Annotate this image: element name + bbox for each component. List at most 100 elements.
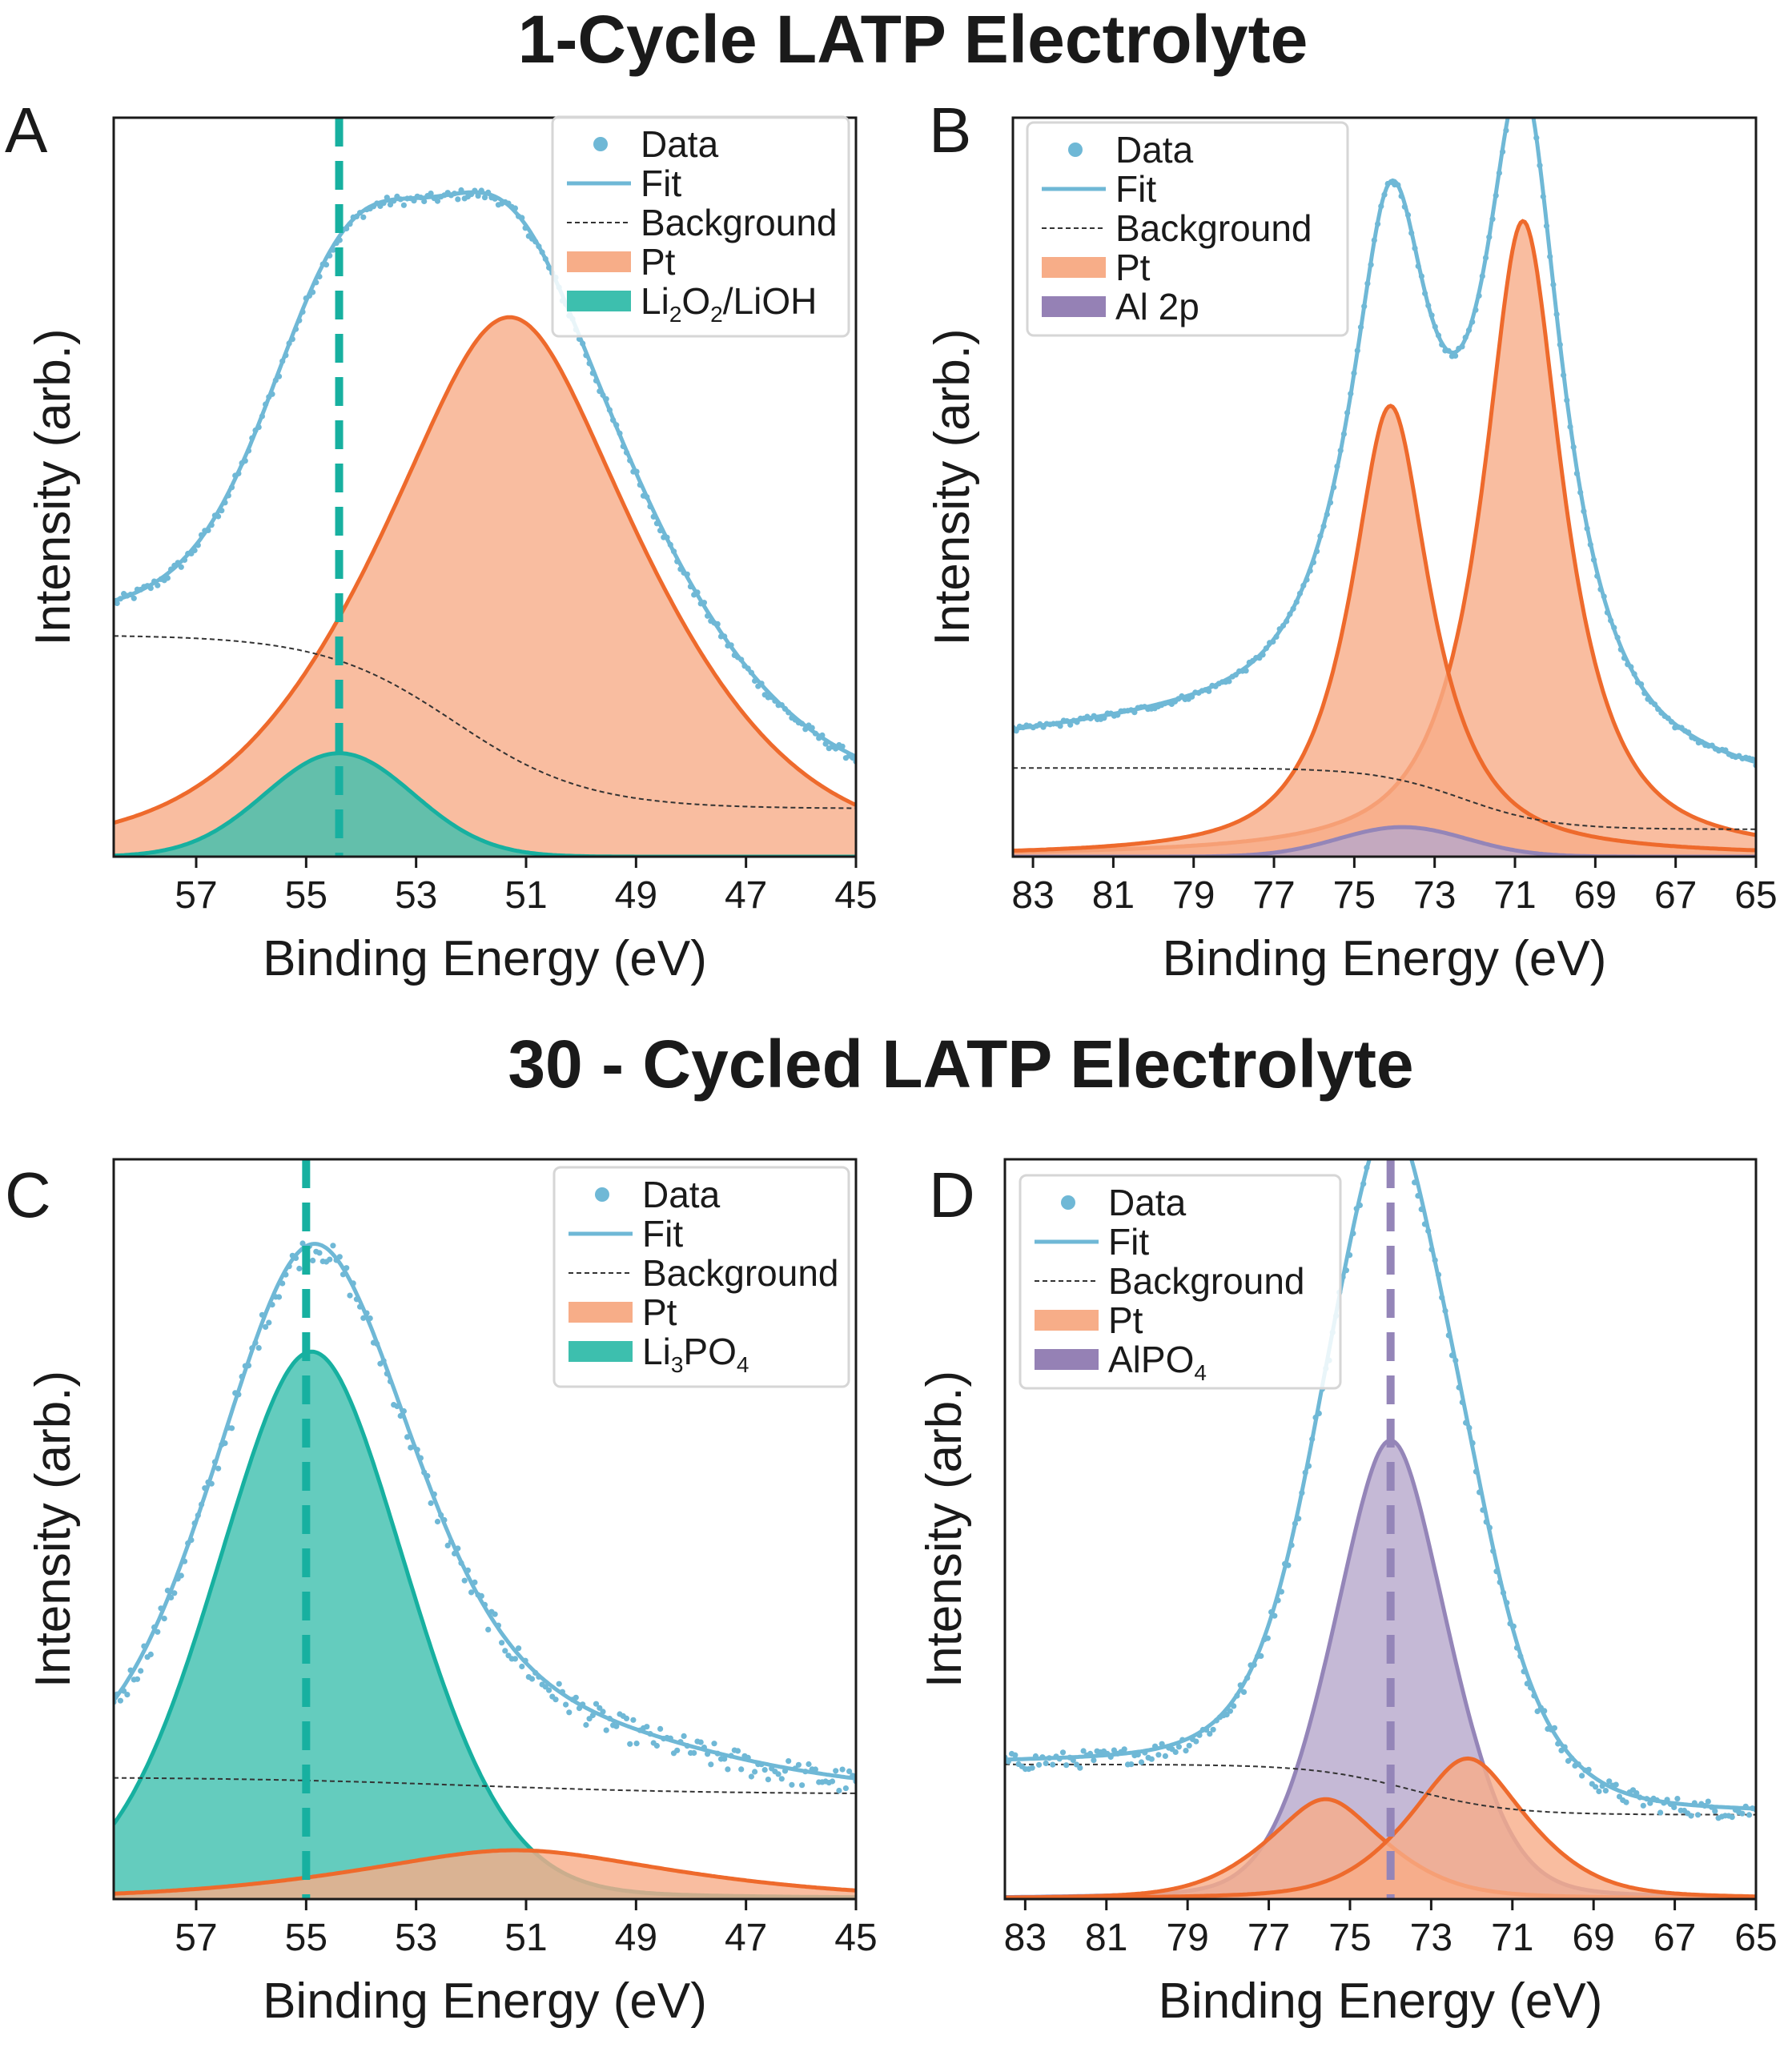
legend-box — [552, 1166, 850, 1388]
x-tick-label: 51 — [504, 874, 547, 917]
data-point — [327, 1256, 333, 1263]
legend-data-marker — [595, 1187, 609, 1202]
data-point — [1596, 1788, 1602, 1795]
legend-box — [1019, 1174, 1342, 1390]
background-curve — [114, 635, 856, 809]
data-point — [330, 1243, 336, 1249]
legend-label: Pt — [642, 1291, 677, 1333]
data-point — [296, 1265, 303, 1272]
data-point — [1401, 1138, 1407, 1143]
panel-C: C 57 55 53 51 49 47 45 Binding Energy (eV) Intens… — [5, 1158, 878, 2029]
data-point — [681, 1733, 687, 1739]
data-point — [310, 1257, 316, 1263]
axes-frame — [1011, 116, 1758, 858]
peak-line-pt — [114, 1848, 856, 1896]
data-point — [603, 1727, 609, 1733]
data-point — [711, 1741, 717, 1747]
x-tick-label: 65 — [1734, 1917, 1777, 1959]
data-point — [1148, 1756, 1155, 1762]
x-tick-label: 67 — [1654, 874, 1697, 917]
data-point — [708, 1761, 714, 1768]
legend-label: Data — [1108, 1182, 1187, 1223]
legend-teal-swatch — [569, 1341, 633, 1362]
data-point — [178, 1572, 184, 1579]
x-tick-label: 79 — [1172, 874, 1215, 917]
data-point — [428, 1500, 434, 1507]
data-point — [444, 1542, 451, 1548]
data-point — [748, 1773, 755, 1780]
data-point — [1688, 1813, 1694, 1819]
bottom-title: 30 - Cycled LATP Electrolyte — [508, 1026, 1413, 1102]
data-point — [360, 214, 367, 220]
data-point — [842, 1785, 849, 1792]
data-point — [512, 1656, 519, 1662]
data-point — [691, 1749, 697, 1757]
x-tick-label: 83 — [1011, 874, 1054, 917]
legend-box — [551, 115, 850, 338]
x-tick-label: 83 — [1004, 1917, 1047, 1959]
data-point — [266, 1319, 272, 1326]
x-tick-label: 57 — [175, 874, 217, 917]
data-point — [623, 1715, 630, 1721]
data-point — [593, 1701, 600, 1707]
data-point — [1128, 1761, 1135, 1768]
legend-label: Li3PO4 — [642, 1331, 749, 1377]
x-tick-label: 71 — [1491, 1917, 1533, 1959]
background-curve — [1005, 1763, 1756, 1816]
data-point — [1377, 1122, 1383, 1127]
data-point — [481, 195, 488, 201]
data-point — [1138, 1759, 1145, 1765]
fit-curve — [114, 190, 856, 759]
data-point — [806, 1761, 812, 1768]
legend-label: Fit — [1115, 168, 1156, 210]
legend-teal-swatch — [567, 291, 631, 311]
legend-label: Background — [1108, 1260, 1305, 1302]
data-point — [627, 1741, 633, 1747]
peak-line-pt-4f7-2 — [1005, 1756, 1756, 1899]
legend-label: Data — [642, 1174, 721, 1215]
data-point — [563, 1701, 569, 1708]
data-point — [839, 1766, 846, 1773]
x-tick-label: 73 — [1410, 1917, 1452, 1959]
legend-label: Fit — [641, 163, 681, 204]
peak-line-li2o2-lioh — [114, 751, 856, 857]
data-point — [1513, 79, 1519, 85]
fit-curve — [114, 1242, 856, 1781]
legend-label: Pt — [1108, 1299, 1143, 1341]
data-point — [485, 1626, 492, 1632]
data-point — [633, 1741, 640, 1747]
data-point — [1012, 1752, 1019, 1758]
data-point — [1712, 1808, 1718, 1814]
axes-frame — [1003, 1158, 1758, 1901]
x-tick-label: 77 — [1252, 874, 1295, 917]
legend-label: Fit — [642, 1213, 683, 1255]
x-axis-label: Binding Energy (eV) — [1159, 1974, 1603, 2029]
data-point — [1534, 1708, 1541, 1715]
x-tick-label: 69 — [1574, 874, 1617, 917]
data-point — [789, 1781, 795, 1788]
data-point — [1384, 1128, 1390, 1134]
peak-line-pt — [114, 315, 856, 825]
data-point — [421, 198, 428, 205]
data-point — [347, 1292, 353, 1299]
legend-data-marker — [1061, 1195, 1075, 1210]
data-point — [583, 1721, 589, 1729]
panel-letter: B — [929, 94, 971, 166]
data-point — [795, 1761, 802, 1768]
data-point — [1059, 1749, 1067, 1756]
legend-label: AlPO4 — [1108, 1339, 1207, 1385]
x-tick-label: 69 — [1572, 1917, 1614, 1959]
data-point — [799, 1782, 806, 1789]
data-point — [1240, 1689, 1248, 1695]
data-point — [546, 1687, 552, 1693]
data-point — [1067, 721, 1074, 728]
peak-fill-al-2p — [1013, 827, 1756, 857]
data-point — [434, 1518, 441, 1525]
data-point — [657, 1725, 664, 1732]
legend-box — [1026, 121, 1349, 337]
data-point — [1050, 1761, 1056, 1768]
data-point — [630, 1717, 637, 1723]
data-point — [519, 1663, 525, 1670]
panel-D: D 83 81 79 77 75 73 71 69 67 65 Binding Energy (eV)… — [917, 1122, 1778, 2029]
